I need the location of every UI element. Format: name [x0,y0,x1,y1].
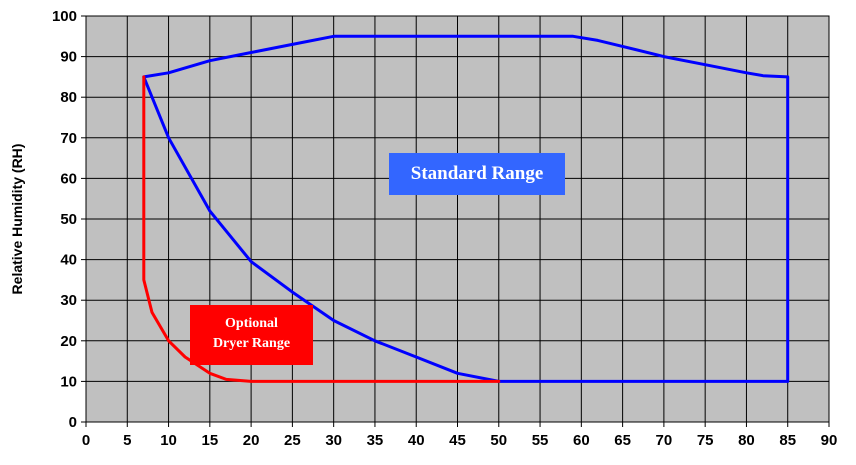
y-tick-label: 0 [69,414,77,431]
y-tick-label: 80 [60,89,77,106]
x-tick-label: 35 [367,432,384,449]
x-tick-label: 40 [408,432,425,449]
y-tick-label: 30 [60,292,77,309]
x-axis-ticks: 0 5 10 15 20 25 30 35 40 45 50 55 60 65 70 75 80 85 90 [82,422,838,449]
standard-range-label: Standard Range [389,153,565,195]
optional-dryer-range-label: Optional Dryer Range [190,305,313,365]
x-tick-label: 85 [779,432,796,449]
x-tick-label: 5 [123,432,131,449]
x-tick-label: 20 [243,432,260,449]
x-tick-label: 70 [656,432,673,449]
x-tick-label: 25 [284,432,301,449]
y-axis-ticks: 0 10 20 30 40 50 60 70 80 90 100 [52,8,86,431]
x-tick-label: 10 [160,432,177,449]
x-tick-label: 80 [738,432,755,449]
x-tick-label: 50 [490,432,507,449]
y-axis-title: Relative Humidity (RH) [9,144,25,295]
y-tick-label: 10 [60,373,77,390]
x-tick-label: 60 [573,432,590,449]
x-tick-label: 65 [614,432,631,449]
y-tick-label: 70 [60,130,77,147]
y-tick-label: 90 [60,49,77,66]
x-tick-label: 55 [532,432,549,449]
x-tick-label: 45 [449,432,466,449]
standard-range-line [142,34,790,383]
x-tick-label: 75 [697,432,714,449]
x-tick-label: 15 [201,432,218,449]
dryer-label-line-1: Optional [225,316,278,331]
optional-dryer-range-line [142,75,501,383]
x-tick-label: 30 [325,432,342,449]
y-tick-label: 50 [60,211,77,228]
x-tick-label: 0 [82,432,90,449]
y-tick-label: 20 [60,333,77,350]
y-tick-label: 40 [60,252,77,269]
dryer-label-line-2: Dryer Range [212,336,291,351]
y-tick-label: 60 [60,170,77,187]
y-tick-label: 100 [52,8,77,25]
x-tick-label: 90 [821,432,838,449]
